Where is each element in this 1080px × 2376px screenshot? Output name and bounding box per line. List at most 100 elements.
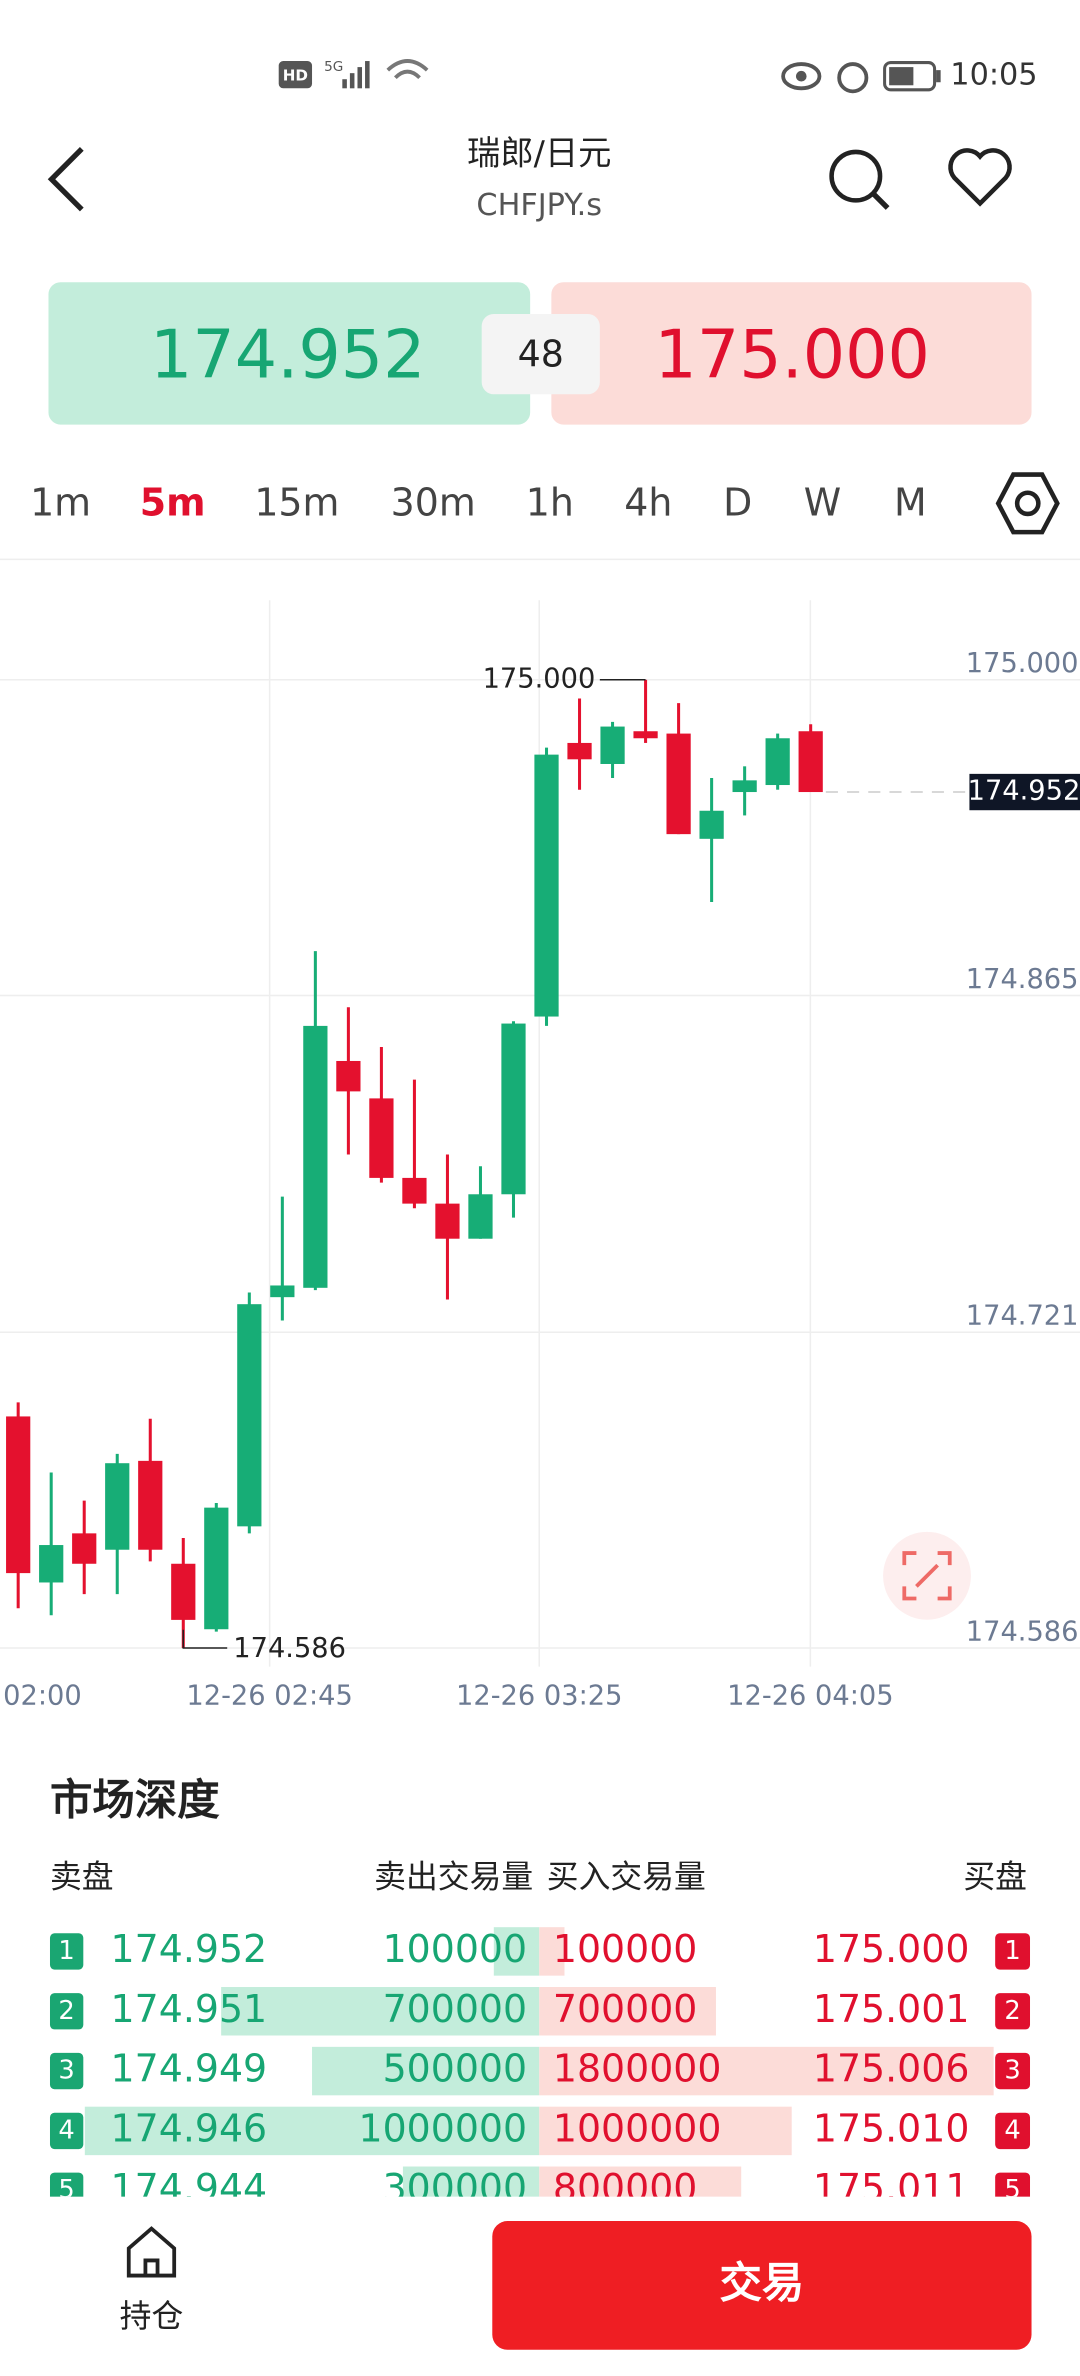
favorite-button[interactable] bbox=[948, 148, 1012, 207]
timeframe-tab[interactable]: 1m bbox=[30, 480, 91, 524]
timeframe-tab[interactable]: 15m bbox=[254, 480, 339, 524]
bid-index: 2 bbox=[58, 1996, 74, 2026]
candle-body bbox=[435, 1203, 460, 1239]
candle-body bbox=[534, 754, 559, 1017]
candle-body bbox=[600, 726, 625, 764]
pair-title: 瑞郎/日元 bbox=[467, 133, 611, 172]
y-tick-label: 174.586 bbox=[966, 1616, 1079, 1647]
svg-text:5G: 5G bbox=[324, 59, 343, 75]
trade-button[interactable] bbox=[492, 2221, 1032, 2350]
timeframe-tab[interactable]: 1h bbox=[526, 480, 574, 524]
ask-price: 175.000 bbox=[654, 316, 930, 394]
candle-body bbox=[171, 1563, 196, 1620]
candle-body bbox=[765, 738, 790, 786]
depth-header: 卖盘 bbox=[50, 1859, 114, 1896]
candle-body bbox=[699, 810, 724, 839]
timeframe-tab[interactable]: 30m bbox=[391, 480, 476, 524]
bid-volume-bar bbox=[493, 1927, 540, 1976]
ask-volume-bar bbox=[539, 2106, 792, 2156]
spread: 48 bbox=[518, 332, 564, 375]
positions-icon[interactable] bbox=[126, 2226, 177, 2278]
chart-settings[interactable] bbox=[995, 472, 1060, 535]
candle-body bbox=[105, 1463, 130, 1550]
search-button[interactable] bbox=[829, 149, 890, 210]
timeframe-tab[interactable]: W bbox=[804, 480, 841, 524]
ask-volume-bar bbox=[539, 2166, 742, 2197]
candle-body bbox=[468, 1194, 493, 1239]
ask-price: 175.010 bbox=[813, 2106, 970, 2150]
x-tick-label: 02:00 bbox=[3, 1680, 82, 1711]
bid-index: 3 bbox=[58, 2056, 74, 2086]
bid-price: 174.949 bbox=[111, 2047, 268, 2091]
ask-index-badge bbox=[995, 2112, 1031, 2150]
bid-index-badge bbox=[49, 1933, 84, 1970]
depth-header: 卖出交易量 bbox=[374, 1859, 533, 1896]
bid-index: 4 bbox=[58, 2115, 74, 2145]
ask-index-badge bbox=[995, 1933, 1031, 1970]
high-label: 175.000 bbox=[483, 663, 596, 694]
depth-table: 1 174.952 100000 100000 175.000 1 2 174.951 7000… bbox=[49, 1927, 1031, 2210]
bid-price: 174.952 bbox=[111, 1927, 268, 1971]
ask-volume-bar bbox=[539, 2046, 994, 2096]
ask-index: 5 bbox=[1004, 2175, 1020, 2205]
bid-volume-bar bbox=[402, 2166, 540, 2197]
low-marker bbox=[182, 1629, 228, 1649]
low-label: 174.586 bbox=[233, 1633, 346, 1664]
last-price-label: 174.952 bbox=[968, 776, 1080, 807]
candle-body bbox=[204, 1507, 229, 1630]
positions-label[interactable]: 持仓 bbox=[120, 2298, 184, 2335]
y-tick-label: 174.721 bbox=[966, 1301, 1079, 1332]
ask-index-badge bbox=[995, 2052, 1031, 2090]
y-tick-label: 174.865 bbox=[966, 964, 1079, 995]
bid-box[interactable] bbox=[48, 282, 531, 425]
ask-box[interactable] bbox=[551, 282, 1032, 425]
ask-price: 175.001 bbox=[813, 1987, 970, 2031]
candle-body bbox=[798, 731, 823, 793]
x-tick-label: 12-26 03:25 bbox=[456, 1680, 622, 1711]
bid-index-badge bbox=[49, 2112, 84, 2150]
timeframe-tab[interactable]: D bbox=[723, 480, 752, 524]
bid-price: 174.944 bbox=[111, 2166, 268, 2210]
candle-body bbox=[39, 1545, 64, 1583]
ask-volume: 1800000 bbox=[553, 2047, 722, 2091]
trade-label[interactable]: 交易 bbox=[719, 2260, 804, 2309]
candle-body bbox=[369, 1098, 394, 1178]
chart-settings-dot bbox=[1014, 490, 1041, 517]
ask-price: 175.000 bbox=[813, 1927, 970, 1971]
clock: 10:05 bbox=[950, 58, 1037, 93]
bid-index-badge bbox=[49, 2172, 84, 2197]
zoom-button[interactable] bbox=[883, 1531, 971, 1620]
candle-body bbox=[6, 1416, 31, 1574]
back-button[interactable] bbox=[47, 147, 84, 212]
candle-body bbox=[666, 733, 691, 835]
last-price-tag bbox=[969, 773, 1080, 811]
timeframe-tab[interactable]: M bbox=[894, 480, 927, 524]
timeframe-tab[interactable]: 5m bbox=[140, 480, 206, 524]
bid-volume: 100000 bbox=[383, 1927, 528, 1971]
bid-price: 174.951 bbox=[111, 1987, 268, 2031]
bid-index: 1 bbox=[58, 1936, 74, 1966]
bid-index-badge bbox=[49, 1993, 84, 2030]
candle-body bbox=[402, 1177, 427, 1204]
ask-index: 4 bbox=[1004, 2115, 1020, 2145]
ask-price: 175.006 bbox=[813, 2047, 970, 2091]
ask-volume-bar bbox=[539, 1927, 565, 1976]
status-icons: HD 5G bbox=[278, 59, 941, 94]
candle-body bbox=[72, 1533, 97, 1564]
svg-text:HD: HD bbox=[283, 67, 308, 85]
candle-body bbox=[336, 1060, 361, 1092]
depth-header: 买入交易量 bbox=[547, 1859, 706, 1896]
bid-index: 5 bbox=[58, 2175, 74, 2205]
ask-price: 175.011 bbox=[813, 2166, 970, 2210]
depth-header: 买盘 bbox=[963, 1859, 1027, 1896]
x-tick-label: 12-26 02:45 bbox=[186, 1680, 352, 1711]
ask-index: 3 bbox=[1004, 2056, 1020, 2086]
ask-volume-bar bbox=[539, 1987, 716, 2036]
ask-index: 1 bbox=[1004, 1936, 1020, 1966]
ask-volume: 800000 bbox=[553, 2166, 698, 2210]
ask-volume: 1000000 bbox=[553, 2106, 722, 2150]
candle-body bbox=[303, 1025, 328, 1288]
ask-index: 2 bbox=[1004, 1996, 1020, 2026]
timeframe-tab[interactable]: 4h bbox=[624, 480, 672, 524]
